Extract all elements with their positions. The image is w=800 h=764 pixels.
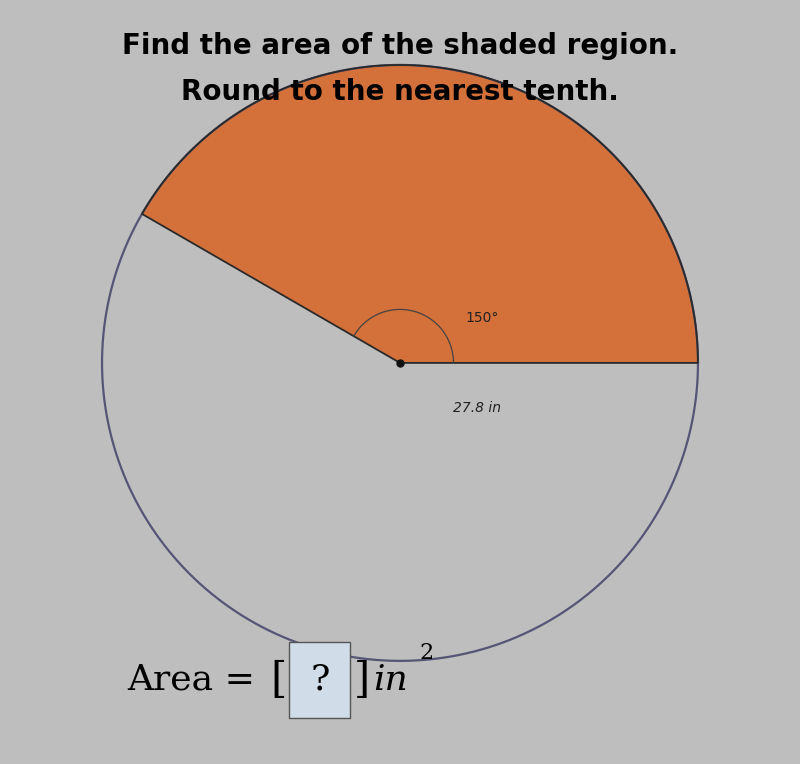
Text: 2: 2 — [419, 643, 434, 664]
Text: ?: ? — [310, 663, 330, 697]
FancyBboxPatch shape — [290, 642, 350, 718]
Text: [: [ — [270, 659, 286, 701]
Text: Find the area of the shaded region.: Find the area of the shaded region. — [122, 32, 678, 60]
Text: Round to the nearest tenth.: Round to the nearest tenth. — [181, 78, 619, 105]
Text: ]: ] — [354, 659, 370, 701]
Text: 27.8 in: 27.8 in — [454, 401, 502, 415]
Text: Area =: Area = — [127, 663, 266, 697]
Text: 150°: 150° — [465, 311, 498, 325]
Text: in: in — [374, 663, 408, 697]
Polygon shape — [142, 65, 698, 363]
